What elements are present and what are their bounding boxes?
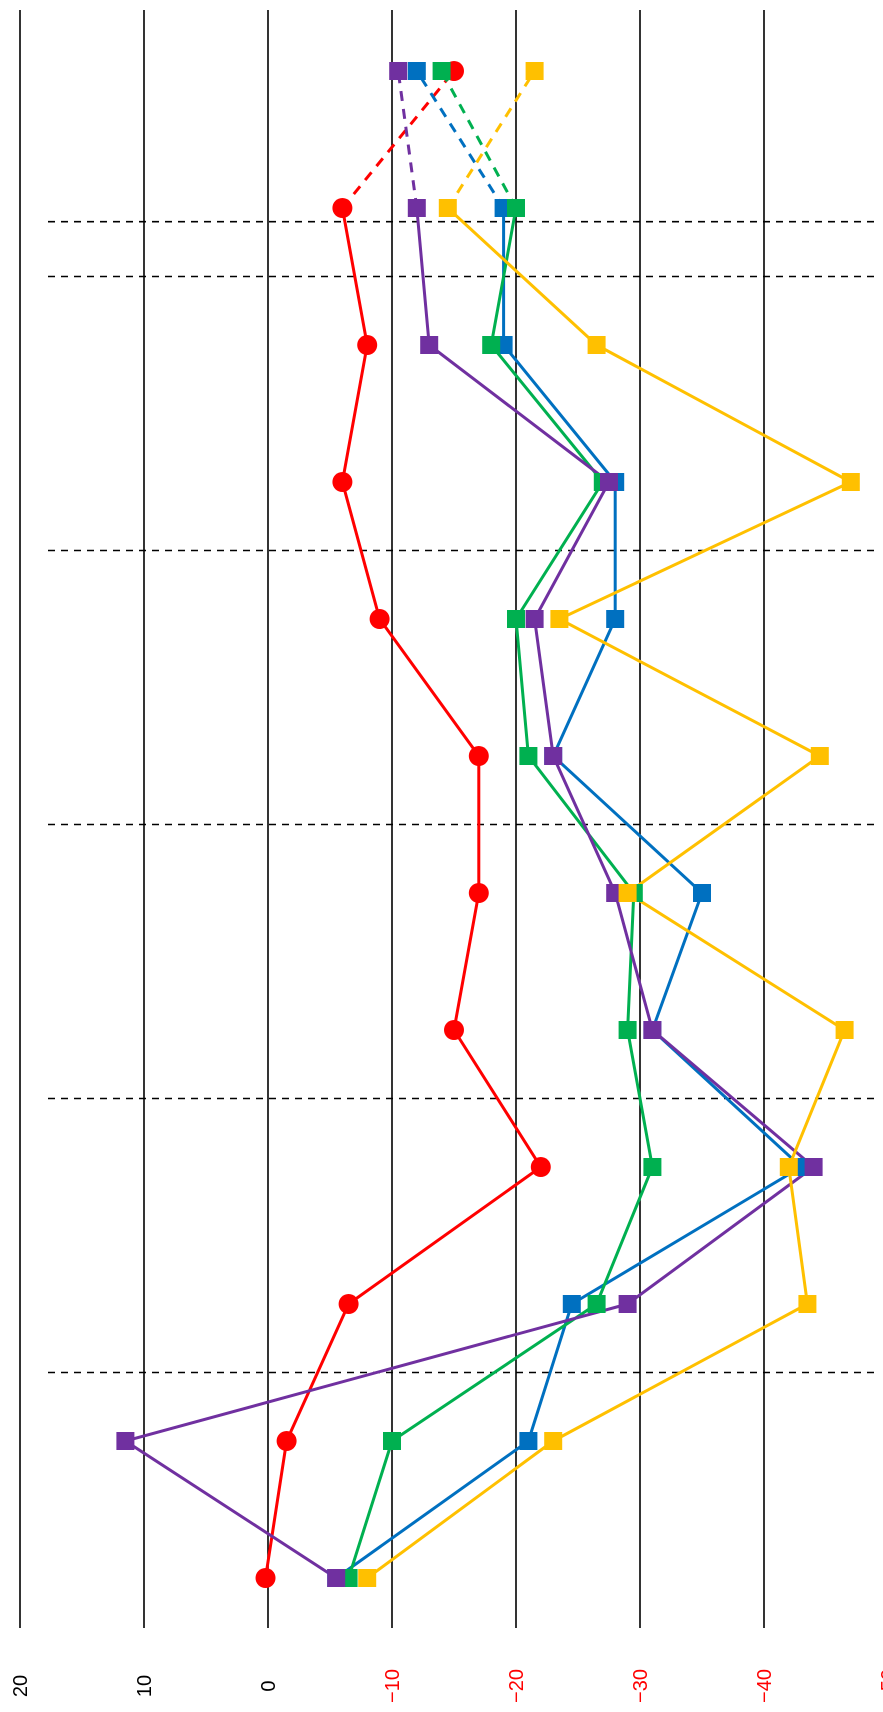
data-point [116, 1432, 135, 1450]
data-point [358, 1569, 377, 1587]
data-point [606, 610, 625, 628]
data-point [804, 1158, 823, 1176]
data-point [519, 1432, 538, 1450]
data-point [587, 1295, 606, 1313]
data-point [420, 336, 439, 354]
data-point [438, 199, 457, 217]
data-point [468, 746, 489, 766]
data-point [444, 1020, 464, 1040]
data-point [544, 1432, 563, 1450]
data-point [432, 62, 451, 80]
data-point [562, 1295, 581, 1313]
data-point [544, 747, 563, 765]
data-point [810, 747, 829, 765]
series-line-projection [440, 70, 518, 209]
data-point [587, 336, 606, 354]
data-point [332, 198, 353, 218]
data-point [798, 1295, 817, 1313]
data-point [643, 1021, 662, 1039]
data-point [550, 610, 569, 628]
series-line-projection [446, 70, 536, 209]
value-axis-tick-labels: 20 10 0 −10 −20 −30 −40 −50 [10, 1669, 883, 1703]
grid [19, 10, 765, 1628]
data-point [338, 1294, 359, 1314]
data-point [530, 1157, 551, 1177]
data-point [643, 1158, 662, 1176]
tick-label: −40 [754, 1669, 776, 1703]
data-point [407, 199, 426, 217]
tick-label: −10 [382, 1669, 404, 1703]
data-point [276, 1431, 297, 1451]
data-point [369, 609, 390, 629]
data-point [383, 1432, 401, 1450]
series-line-projection [415, 70, 505, 209]
data-point [525, 62, 544, 80]
data-point [255, 1568, 276, 1588]
data-point [507, 199, 525, 217]
tick-label: −30 [630, 1669, 652, 1703]
series-markers [116, 61, 860, 1588]
data-point [389, 62, 408, 80]
data-point [519, 747, 538, 765]
data-point [507, 610, 525, 628]
category-separators [48, 220, 876, 1374]
data-point [835, 1021, 854, 1039]
data-point [618, 1021, 637, 1039]
tick-label: 20 [10, 1675, 32, 1697]
data-point [357, 335, 378, 355]
data-point [327, 1569, 346, 1587]
tick-label: −50 [878, 1669, 883, 1703]
series-line-projection [396, 70, 419, 209]
data-point [600, 473, 618, 491]
data-point [468, 883, 489, 903]
data-point [693, 884, 711, 902]
data-point [332, 472, 353, 492]
tick-label: −20 [506, 1669, 528, 1703]
data-point [779, 1158, 798, 1176]
data-point [525, 610, 544, 628]
data-point [407, 62, 426, 80]
data-point [618, 884, 637, 902]
data-point [618, 1295, 637, 1313]
data-point [482, 336, 501, 354]
series-line-projection [341, 70, 456, 209]
tick-label: 0 [258, 1680, 280, 1691]
data-point [841, 473, 860, 491]
tick-label: 10 [134, 1675, 156, 1697]
